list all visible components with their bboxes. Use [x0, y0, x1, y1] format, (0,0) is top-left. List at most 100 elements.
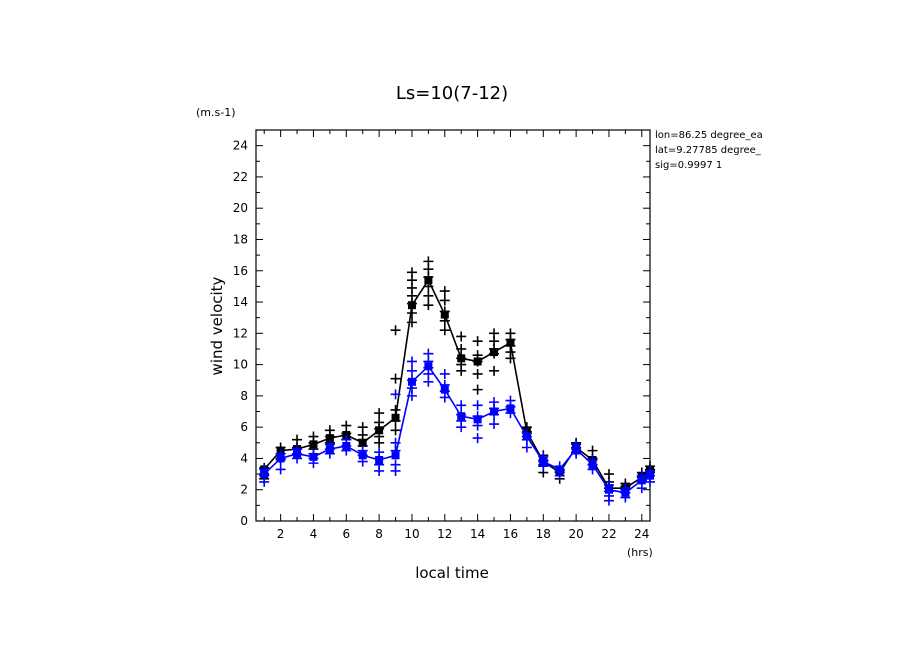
- series-1-point: [375, 456, 384, 465]
- series-1-point: [490, 407, 499, 416]
- series-1-point: [260, 470, 269, 479]
- series-0-point: [457, 354, 466, 363]
- y-tick-label: 14: [233, 295, 248, 309]
- series-0-plus-marker: [439, 325, 450, 336]
- series-0-plus-marker: [489, 365, 500, 376]
- y-tick-label: 6: [240, 420, 248, 434]
- y-tick-label: 18: [233, 232, 248, 246]
- series-0-point: [440, 310, 449, 319]
- series-1-plus-marker: [603, 495, 614, 506]
- series-1-plus-marker: [275, 464, 286, 475]
- series-1-point: [522, 432, 531, 441]
- info-latitude: lat=9.27785 degree_: [655, 145, 762, 156]
- y-axis-label: wind velocity: [208, 276, 226, 375]
- series-0-point: [375, 426, 384, 435]
- series-1-point: [309, 452, 318, 461]
- chart-title: Ls=10(7-12): [396, 83, 508, 104]
- series-0-plus-marker: [472, 384, 483, 395]
- series-0-plus-marker: [390, 373, 401, 384]
- series-1-point: [637, 476, 646, 485]
- series-1-point: [391, 451, 400, 460]
- x-tick-label: 22: [601, 527, 616, 541]
- x-tick-label: 6: [342, 527, 350, 541]
- series-1-point: [588, 460, 597, 469]
- series-1-point: [440, 385, 449, 394]
- x-tick-label: 4: [310, 527, 318, 541]
- series-1-plus-marker: [406, 356, 417, 367]
- series-1-point: [407, 377, 416, 386]
- series-0: [259, 256, 655, 495]
- x-tick-label: 24: [634, 527, 649, 541]
- series-1-point: [506, 404, 515, 413]
- series-1-point: [276, 454, 285, 463]
- series-0-point: [407, 301, 416, 310]
- series-1-plus-marker: [456, 400, 467, 411]
- series-0-plus-marker: [472, 336, 483, 347]
- series-1-plus-marker: [390, 465, 401, 476]
- series-layer: [259, 256, 655, 506]
- series-1-point: [473, 415, 482, 424]
- x-tick-label: 20: [568, 527, 583, 541]
- series-1-plus-marker: [456, 422, 467, 433]
- series-1-plus-marker: [439, 392, 450, 403]
- series-1-point: [539, 457, 548, 466]
- series-0-point: [391, 413, 400, 422]
- series-0-plus-marker: [423, 290, 434, 301]
- x-axis-label: local time: [415, 564, 489, 582]
- series-1-plus-marker: [521, 442, 532, 453]
- x-tick-label: 14: [470, 527, 485, 541]
- x-tick-label: 18: [536, 527, 551, 541]
- series-1-plus-marker: [472, 400, 483, 411]
- plot-frame: [255, 129, 651, 522]
- series-1-plus-marker: [406, 365, 417, 376]
- info-sigma: sig=0.9997 1: [655, 160, 722, 171]
- y-tick-label: 22: [233, 170, 248, 184]
- series-1-point: [325, 445, 334, 454]
- series-0-plus-marker: [406, 317, 417, 328]
- series-0-plus-marker: [390, 325, 401, 336]
- x-tick-label: 2: [277, 527, 285, 541]
- series-0-plus-marker: [374, 408, 385, 419]
- series-0-point: [358, 438, 367, 447]
- x-unit-label: (hrs): [627, 546, 653, 559]
- y-tick-label: 24: [233, 139, 248, 153]
- series-0-point: [473, 357, 482, 366]
- series-1-point: [604, 485, 613, 494]
- y-tick-label: 8: [240, 389, 248, 403]
- y-tick-label: 4: [240, 451, 248, 465]
- y-tick-label: 0: [240, 514, 248, 528]
- info-longitude: lon=86.25 degree_ea: [655, 130, 763, 141]
- series-0-plus-marker: [439, 286, 450, 297]
- x-tick-label: 16: [503, 527, 518, 541]
- series-0-point: [325, 434, 334, 443]
- series-1-point: [646, 471, 654, 480]
- series-1-point: [342, 441, 351, 450]
- series-1-plus-marker: [439, 368, 450, 379]
- series-1-plus-marker: [472, 433, 483, 444]
- series-1-point: [293, 449, 302, 458]
- series-1-plus-marker: [374, 465, 385, 476]
- y-unit-label: (m.s-1): [196, 106, 236, 119]
- y-tick-label: 2: [240, 483, 248, 497]
- y-tick-label: 16: [233, 264, 248, 278]
- series-0-plus-marker: [390, 425, 401, 436]
- series-1-point: [572, 445, 581, 454]
- series-0-point: [424, 276, 433, 285]
- series-1-plus-marker: [390, 389, 401, 400]
- series-1-point: [457, 412, 466, 421]
- series-1-plus-marker: [423, 376, 434, 387]
- series-0-plus-marker: [472, 368, 483, 379]
- y-tick-label: 12: [233, 326, 248, 340]
- series-0-point: [490, 348, 499, 357]
- series-0-plus-marker: [439, 295, 450, 306]
- x-tick-label: 12: [437, 527, 452, 541]
- series-1: [259, 348, 655, 506]
- series-0-plus-marker: [456, 365, 467, 376]
- series-1-point: [621, 488, 630, 497]
- series-0-point: [506, 338, 515, 347]
- series-1-point: [424, 362, 433, 371]
- series-0-plus-marker: [423, 300, 434, 311]
- y-tick-label: 10: [233, 358, 248, 372]
